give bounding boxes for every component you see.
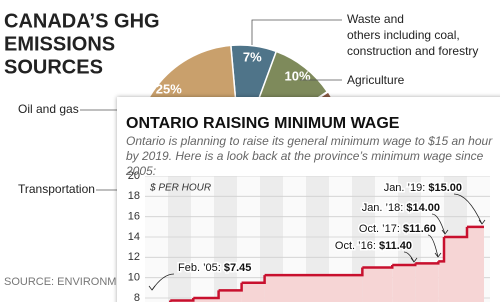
arrow-head [441,229,449,235]
arrow [431,213,446,235]
data-label-value: $14.00 [406,202,440,214]
area-step [362,267,393,302]
arrow-head [148,285,156,291]
y-tick-label: 14 [128,231,140,243]
area-step [241,282,265,302]
data-label-date: Oct. ’17: [359,223,400,235]
arrow-head [434,252,442,258]
step-line [438,237,446,263]
slice-name: Oil and gas [18,102,79,116]
y-tick-label: 10 [128,272,140,284]
slice-label: 7% [243,49,262,64]
band [168,176,191,302]
area-step [438,261,444,302]
data-label-value: $11.60 [403,223,436,235]
data-label-value: $7.45 [224,262,252,274]
area-step [264,275,363,302]
source: SOURCE: ENVIRONMENT [4,276,139,288]
band [306,176,329,302]
data-label: Oct. ’16: $11.40 [335,240,412,252]
arrow-head [478,219,486,225]
chart-title: ONTARIO RAISING MINIMUM WAGE [126,115,400,132]
leader-line [251,19,342,45]
band [260,176,283,302]
slice-label: 10% [284,68,310,83]
step-line [264,267,364,277]
arrow [453,193,483,225]
data-label-date: Jan. ’18: [362,202,404,214]
area-step [193,298,219,302]
arrow [427,234,439,258]
slice-label: 25% [156,82,182,97]
data-label-value: $15.00 [428,182,462,194]
y-tick-label: 16 [128,211,140,223]
step-line [444,226,469,239]
area-step [467,226,484,302]
y-axis-label: $ PER HOUR [149,183,211,194]
chart-title: EMISSIONS [4,33,115,55]
data-label-date: Oct. ’16: [335,240,376,252]
data-label-date: Feb. ’05: [178,262,221,274]
arrow-head [410,257,418,263]
y-tick-label: 12 [128,251,140,263]
y-tick-label: 18 [128,190,140,202]
slice-name: Waste and others including coal, construct… [347,12,478,58]
y-tick-label: 8 [134,292,140,302]
y-tick-label: 20 [128,170,140,182]
chart-title: CANADA’S GHG [4,10,160,32]
band [214,176,237,302]
data-label-date: Jan. ’19: [384,182,426,194]
data-label-value: $11.40 [379,240,412,252]
step-line [193,290,220,300]
data-label: Jan. ’19: $15.00 [384,182,462,194]
data-label: Jan. ’18: $14.00 [362,202,440,214]
area-step [444,237,467,302]
data-label: Oct. ’17: $11.60 [359,223,436,235]
step-line [218,282,243,292]
plot [145,176,490,302]
subtitle: Ontario is planning to raise its general… [126,134,493,178]
data-label: Feb. ’05: $7.45 [178,262,251,274]
slice-name: Agriculture [347,73,405,87]
chart-title: SOURCES [4,56,103,78]
area-step [218,290,242,302]
annotation: Transportation [18,182,95,196]
area-step [392,264,416,302]
step-line [241,275,266,284]
area-step [415,263,439,302]
